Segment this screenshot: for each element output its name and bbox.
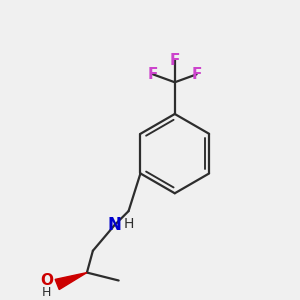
- Text: F: F: [169, 53, 180, 68]
- Text: H: H: [123, 217, 134, 231]
- Text: O: O: [40, 273, 53, 288]
- Text: F: F: [191, 67, 202, 82]
- Text: H: H: [42, 286, 51, 299]
- Text: N: N: [108, 216, 122, 234]
- Polygon shape: [55, 273, 87, 290]
- Text: F: F: [148, 67, 158, 82]
